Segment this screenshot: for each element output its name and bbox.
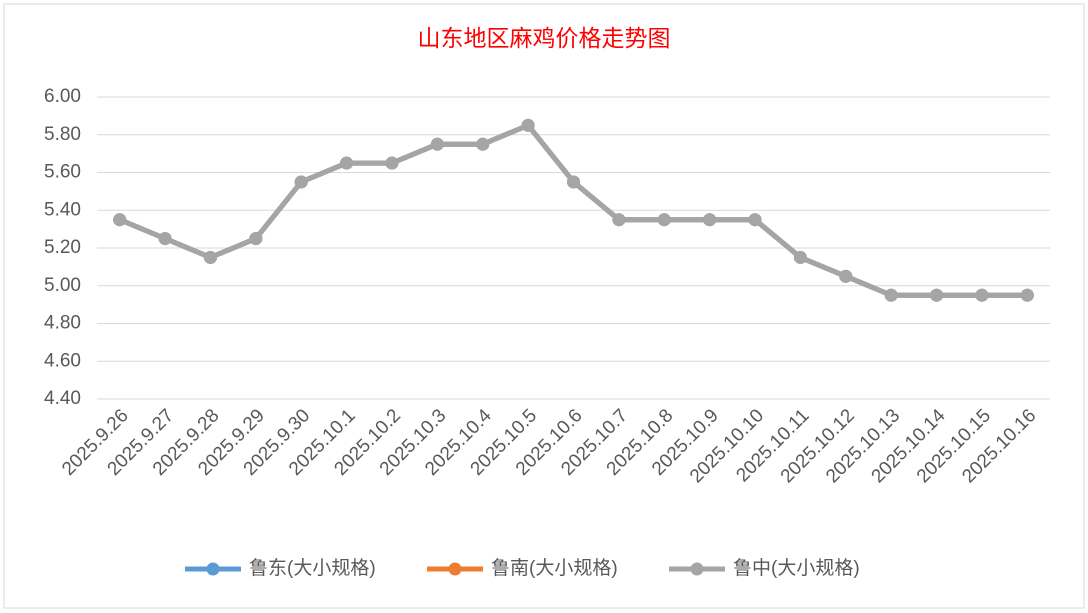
legend-marker: [448, 562, 462, 576]
chart-frame: [3, 3, 1085, 609]
series-marker: [839, 269, 853, 283]
series-marker: [703, 213, 717, 227]
y-tick-label: 4.40: [44, 388, 81, 409]
series-marker: [748, 213, 762, 227]
y-tick-label: 5.20: [44, 237, 81, 258]
y-tick-label: 5.00: [44, 275, 81, 296]
y-tick-label: 4.60: [44, 350, 81, 371]
series-marker: [385, 156, 399, 170]
series-marker: [930, 288, 944, 302]
series-marker: [975, 288, 989, 302]
series-marker: [249, 232, 263, 246]
legend-marker: [206, 562, 220, 576]
series-marker: [793, 250, 807, 264]
series-marker: [1020, 288, 1034, 302]
y-tick-label: 5.80: [44, 124, 81, 145]
y-tick-label: 5.60: [44, 162, 81, 183]
series-marker: [430, 137, 444, 151]
y-tick-label: 5.40: [44, 199, 81, 220]
legend-label: 鲁南(大小规格): [491, 557, 618, 579]
chart-title: 山东地区麻鸡价格走势图: [418, 26, 671, 52]
series-marker: [294, 175, 308, 189]
series-marker: [476, 137, 490, 151]
series-marker: [113, 213, 127, 227]
legend-label: 鲁中(大小规格): [733, 557, 860, 579]
y-tick-label: 6.00: [44, 86, 81, 107]
legend-marker: [690, 562, 704, 576]
legend-label: 鲁东(大小规格): [249, 557, 376, 579]
series-marker: [567, 175, 580, 189]
series-marker: [612, 213, 626, 227]
series-marker: [884, 288, 898, 302]
series-marker: [340, 156, 354, 170]
series-marker: [521, 118, 535, 132]
series-marker: [657, 213, 671, 227]
y-tick-label: 4.80: [44, 313, 81, 334]
series-marker: [158, 232, 172, 246]
series-marker: [203, 250, 217, 264]
